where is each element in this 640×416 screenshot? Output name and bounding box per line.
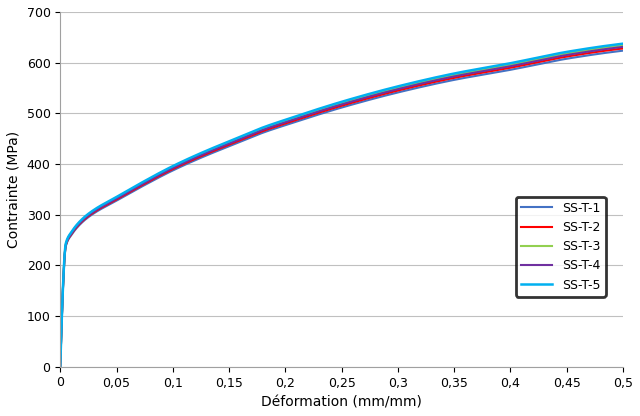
SS-T-5 [114,194,122,199]
SS-T-5 [443,72,451,77]
SS-T-5 [284,116,292,121]
SS-T-3 [56,364,64,369]
SS-T-1 [506,67,513,72]
SS-T-1 [443,79,451,84]
Legend: SS-T-1, SS-T-2, SS-T-3, SS-T-4, SS-T-5: SS-T-1, SS-T-2, SS-T-3, SS-T-4, SS-T-5 [516,197,605,297]
SS-T-2 [620,46,627,51]
SS-T-3 [620,43,627,48]
SS-T-4 [304,112,312,117]
SS-T-1 [114,198,122,203]
SS-T-3 [304,111,312,116]
Line: SS-T-3: SS-T-3 [60,45,623,367]
SS-T-5 [620,41,627,46]
SS-T-4 [506,64,513,69]
SS-T-3 [495,64,503,69]
SS-T-4 [56,364,64,369]
Line: SS-T-5: SS-T-5 [60,44,623,367]
SS-T-3 [443,74,451,79]
SS-T-1 [304,115,312,120]
SS-T-1 [284,122,292,127]
SS-T-2 [304,114,312,119]
SS-T-4 [620,45,627,50]
SS-T-4 [443,75,451,80]
SS-T-4 [495,66,503,71]
SS-T-2 [56,364,64,369]
SS-T-1 [56,364,64,369]
SS-T-5 [304,110,312,115]
SS-T-1 [620,48,627,53]
SS-T-2 [284,120,292,125]
Line: SS-T-1: SS-T-1 [60,51,623,367]
X-axis label: Déformation (mm/mm): Déformation (mm/mm) [261,395,422,409]
SS-T-1 [495,69,503,74]
Y-axis label: Contrainte (MPa): Contrainte (MPa) [7,131,21,248]
SS-T-5 [506,61,513,66]
SS-T-4 [114,196,122,201]
Line: SS-T-2: SS-T-2 [60,48,623,367]
SS-T-2 [443,77,451,82]
SS-T-4 [284,119,292,124]
SS-T-5 [495,63,503,68]
Line: SS-T-4: SS-T-4 [60,47,623,367]
SS-T-2 [114,196,122,201]
SS-T-2 [495,67,503,72]
SS-T-5 [56,364,64,369]
SS-T-2 [506,65,513,70]
SS-T-3 [114,195,122,200]
SS-T-3 [506,62,513,67]
SS-T-3 [284,118,292,123]
